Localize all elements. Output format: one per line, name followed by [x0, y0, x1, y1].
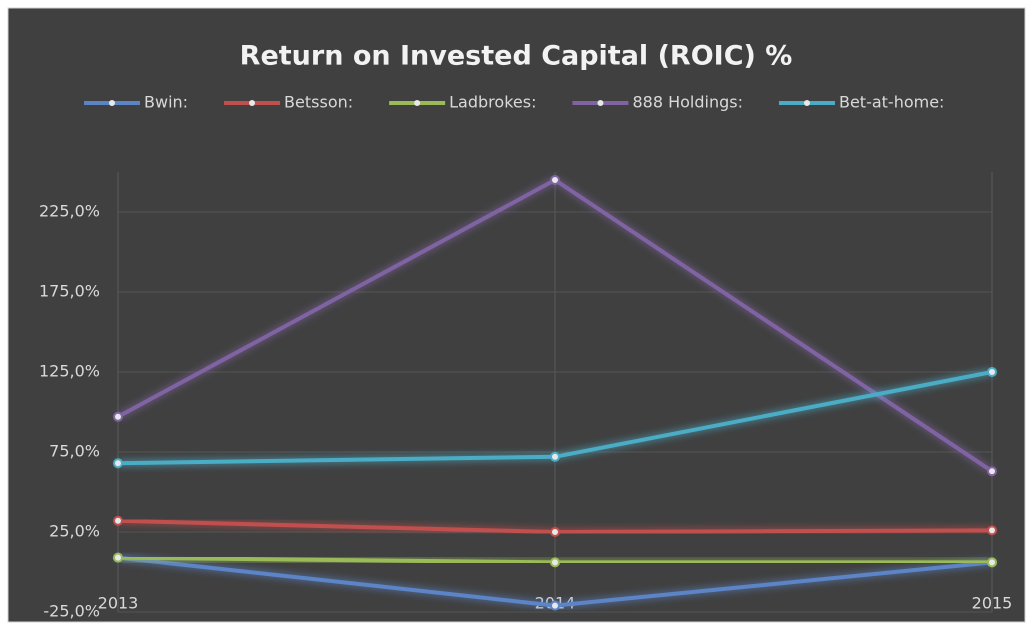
data-point	[550, 557, 560, 568]
data-point	[987, 557, 997, 568]
y-tick-label: -25,0%	[43, 602, 100, 621]
legend-marker	[803, 100, 810, 106]
x-tick-label: 2015	[972, 594, 1013, 613]
legend-label: Bet-at-home:	[839, 93, 944, 112]
data-point	[987, 466, 997, 477]
legend-label: Bwin:	[144, 93, 188, 112]
y-tick-label: 175,0%	[39, 282, 100, 301]
legend-marker	[597, 100, 604, 106]
legend-label: 888 Holdings:	[632, 93, 743, 112]
data-point	[987, 367, 997, 377]
y-tick-label: 125,0%	[39, 362, 100, 381]
data-point	[113, 411, 123, 422]
data-point	[113, 458, 123, 469]
y-tick-label: 25,0%	[49, 522, 100, 541]
data-point	[550, 527, 560, 537]
y-tick-label: 75,0%	[49, 442, 100, 461]
chart-background	[7, 7, 1026, 623]
data-point	[550, 600, 560, 611]
data-point	[113, 515, 123, 526]
legend-label: Ladbrokes:	[449, 93, 536, 112]
data-point	[550, 175, 560, 185]
data-point	[987, 525, 997, 536]
chart-title: Return on Invested Capital (ROIC) %	[240, 41, 793, 72]
legend-marker	[414, 100, 421, 106]
legend-marker	[109, 100, 115, 106]
y-tick-label: 225,0%	[39, 202, 100, 221]
legend-marker	[249, 100, 256, 106]
legend-label: Betsson:	[284, 93, 353, 112]
x-tick-label: 2013	[98, 594, 139, 613]
data-point	[550, 451, 560, 462]
data-point	[113, 552, 123, 563]
